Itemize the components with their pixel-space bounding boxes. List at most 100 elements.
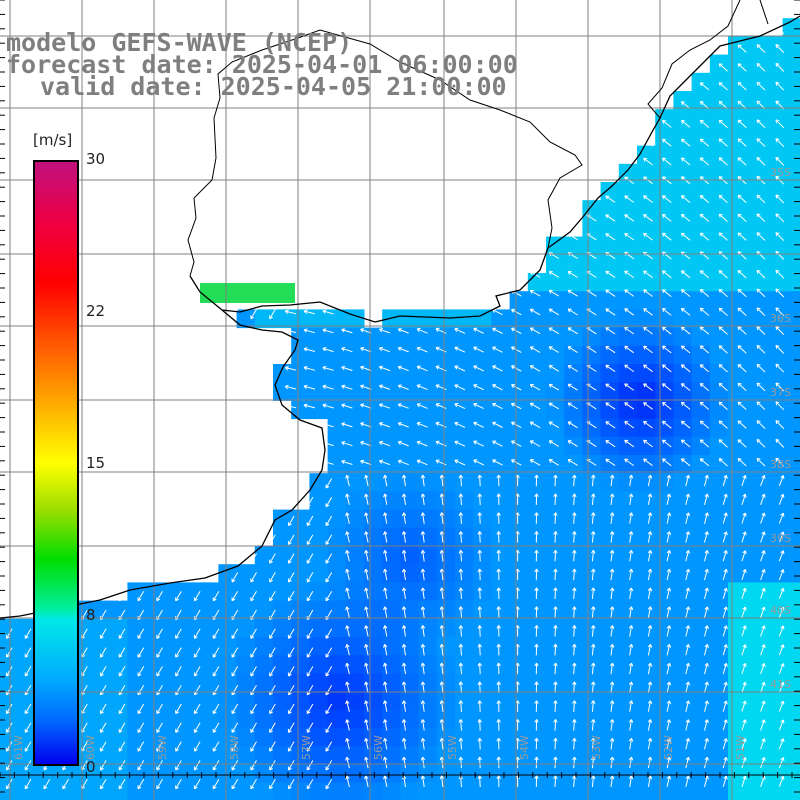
wind-arrow [756, 232, 766, 241]
wind-speed-cell [618, 728, 638, 747]
wind-speed-cell [564, 254, 583, 274]
wind-arrow [322, 403, 334, 409]
wind-speed-cell [491, 709, 511, 729]
wind-speed-cell [455, 600, 474, 620]
wind-arrow [439, 756, 445, 769]
wind-speed-cell [364, 764, 383, 784]
wind-speed-cell [527, 418, 547, 438]
wind-speed-cell [782, 618, 800, 638]
wind-arrow [591, 700, 596, 712]
wind-speed-cell [691, 618, 711, 638]
wind-speed-cell [436, 400, 456, 420]
wind-speed-cell [473, 673, 492, 693]
wind-speed-cell [509, 364, 529, 383]
wind-arrow [420, 606, 426, 618]
wind-arrow [699, 138, 710, 147]
wind-arrow [722, 606, 728, 618]
wind-arrow [345, 550, 350, 562]
wind-arrow [269, 308, 276, 320]
wind-speed-cell [109, 691, 128, 711]
wind-arrow [567, 308, 578, 316]
wind-arrow [722, 568, 728, 581]
wind-arrow [345, 644, 350, 656]
wind-arrow [416, 403, 428, 409]
wind-speed-cell [673, 291, 693, 310]
wind-arrow [680, 420, 691, 429]
colorbar-tick-label: 22 [86, 302, 106, 320]
wind-arrow [662, 458, 672, 467]
wind-speed-cell [527, 546, 547, 565]
wind-arrow [175, 628, 182, 639]
wind-speed-cell [582, 273, 602, 292]
wind-speed-cell [436, 546, 456, 565]
wind-arrow [458, 568, 464, 581]
wind-speed-cell [18, 782, 37, 800]
wind-arrow [704, 775, 709, 788]
wind-speed-cell [709, 163, 729, 183]
wind-speed-cell [327, 746, 347, 765]
wind-arrow [303, 347, 316, 352]
wind-arrow [643, 289, 653, 297]
wind-speed-cell [673, 728, 693, 747]
wind-speed-cell [618, 254, 638, 274]
wind-arrow [680, 401, 691, 410]
wind-speed-cell [691, 582, 711, 602]
wind-speed-cell [491, 327, 511, 347]
wind-speed-cell [746, 691, 765, 711]
wind-speed-cell [637, 728, 656, 747]
wind-speed-cell [254, 673, 274, 693]
wind-speed-cell [564, 546, 583, 565]
wind-arrow [458, 681, 464, 694]
wind-arrow [756, 439, 766, 448]
wind-speed-cell [455, 491, 474, 511]
longitude-label: 55W [446, 735, 459, 760]
wind-speed-cell [418, 491, 438, 511]
wind-speed-cell [145, 728, 165, 747]
wind-speed-cell [309, 527, 329, 547]
wind-arrow [435, 459, 447, 466]
wind-speed-cell [436, 418, 456, 438]
wind-speed-cell [582, 782, 602, 800]
wind-arrow [609, 662, 615, 675]
wind-arrow [439, 625, 445, 637]
wind-speed-cell [709, 218, 729, 238]
wind-speed-cell [582, 509, 602, 529]
wind-speed-cell [709, 182, 729, 201]
wind-speed-cell [709, 309, 729, 329]
wind-speed-cell [327, 782, 347, 800]
wind-speed-cell [746, 655, 765, 674]
wind-arrow [231, 647, 239, 658]
wind-speed-cell [637, 309, 656, 329]
wind-speed-cell [291, 618, 310, 638]
wind-arrow [360, 365, 372, 372]
wind-arrow [760, 569, 766, 581]
wind-speed-cell [345, 418, 365, 438]
wind-speed-cell [564, 327, 583, 347]
wind-speed-cell [382, 582, 401, 602]
wind-arrow [416, 421, 428, 428]
wind-arrow [360, 422, 372, 428]
wind-arrow [548, 346, 560, 353]
wind-arrow [534, 493, 539, 506]
wind-arrow [737, 119, 747, 128]
wind-speed-cell [582, 418, 602, 438]
wind-speed-cell [309, 600, 329, 620]
wind-arrow [553, 587, 558, 600]
wind-speed-cell [728, 582, 747, 602]
wind-speed-cell [764, 600, 784, 620]
wind-speed-cell [655, 145, 674, 165]
wind-arrow [605, 364, 616, 373]
wind-arrow [718, 251, 728, 260]
wind-arrow [420, 719, 426, 731]
wind-arrow [685, 531, 690, 543]
wind-arrow [473, 327, 485, 334]
wind-arrow [572, 737, 577, 750]
wind-arrow [99, 741, 107, 752]
wind-speed-cell [746, 455, 765, 474]
wind-arrow [345, 662, 350, 675]
wind-speed-cell [782, 254, 800, 274]
wind-speed-cell [491, 637, 511, 656]
wind-speed-cell [728, 491, 747, 511]
wind-arrow [397, 365, 409, 372]
wind-speed-cell [709, 382, 729, 401]
